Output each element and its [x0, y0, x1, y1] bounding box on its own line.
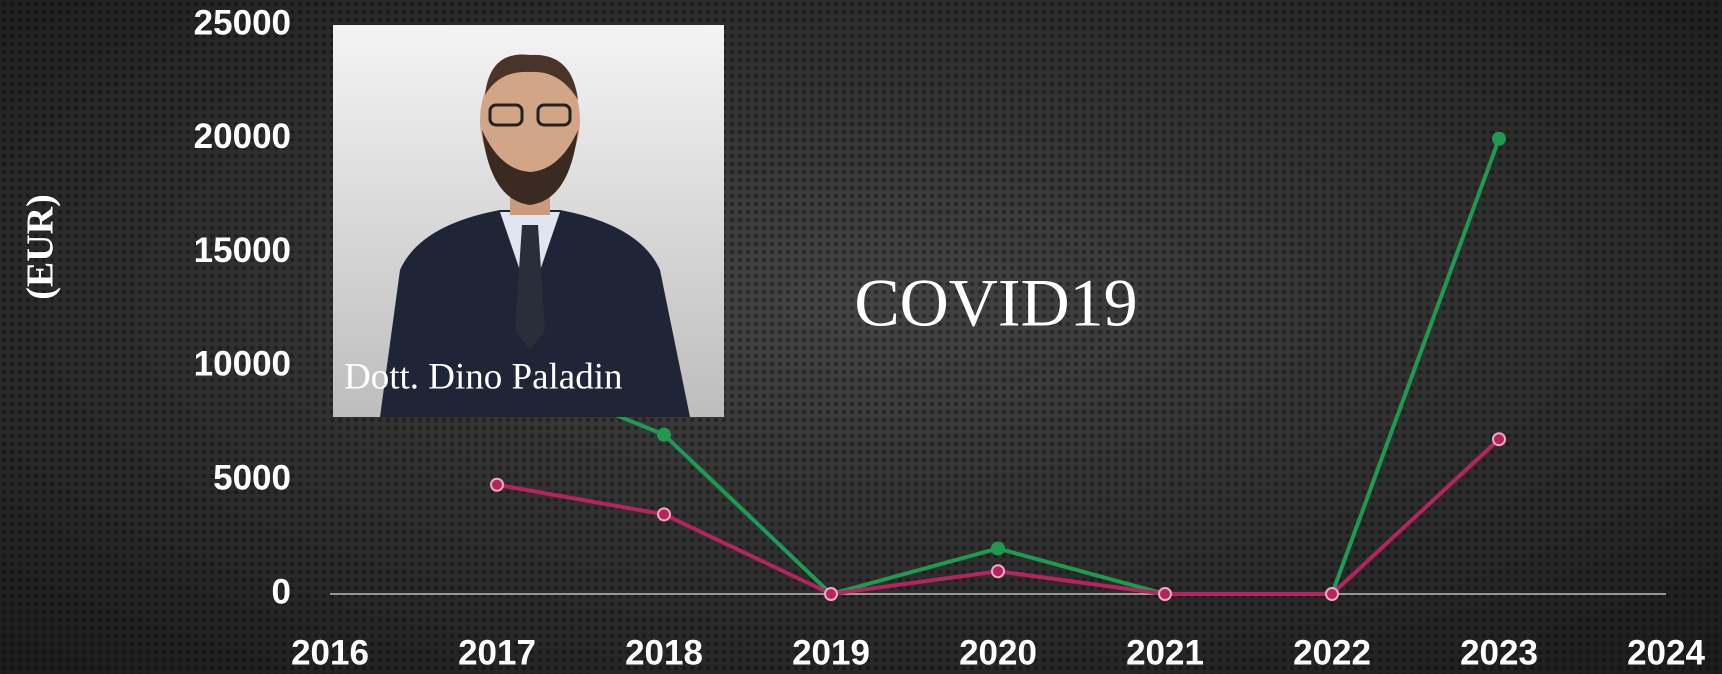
photo-caption: Dott. Dino Paladin: [344, 356, 623, 397]
y-tick-label: 10000: [194, 345, 291, 384]
data-point: [657, 507, 671, 522]
x-tick-label: 2017: [458, 633, 536, 672]
data-point: [991, 541, 1005, 556]
x-tick-label: 2016: [291, 633, 369, 672]
data-point: [1492, 432, 1506, 447]
x-tick-label: 2023: [1460, 633, 1538, 672]
photo-hair: [485, 54, 578, 100]
x-tick-label: 2019: [792, 633, 870, 672]
y-tick-label: 20000: [194, 117, 291, 156]
photo-face: [480, 55, 580, 185]
annotation: COVID19: [854, 265, 1137, 341]
photo-beard: [482, 130, 578, 205]
data-point: [1158, 587, 1172, 601]
data-point: [991, 564, 1005, 579]
photo-glasses: [488, 103, 524, 127]
plot-area: [330, 131, 1666, 601]
data-point: [490, 477, 504, 492]
x-tick-label: 2020: [959, 633, 1037, 672]
data-point: [657, 427, 671, 442]
y-tick-label: 15000: [194, 231, 291, 270]
data-point: [824, 587, 838, 601]
x-tick-label: 2022: [1293, 633, 1371, 672]
x-tick-label: 2018: [625, 633, 703, 672]
photo-tie: [515, 225, 545, 350]
y-tick-label: 5000: [213, 458, 291, 497]
photo-glasses: [536, 103, 572, 127]
y-tick-label: 0: [272, 572, 291, 611]
photo: Dott. Dino Paladin: [333, 25, 724, 417]
data-point: [1492, 131, 1506, 146]
y-tick-label: 25000: [194, 3, 291, 42]
data-point: [1325, 587, 1339, 601]
x-tick-label: 2021: [1126, 633, 1204, 672]
x-tick-label: 2024: [1627, 633, 1705, 672]
y-axis-label: (EUR): [20, 194, 62, 300]
